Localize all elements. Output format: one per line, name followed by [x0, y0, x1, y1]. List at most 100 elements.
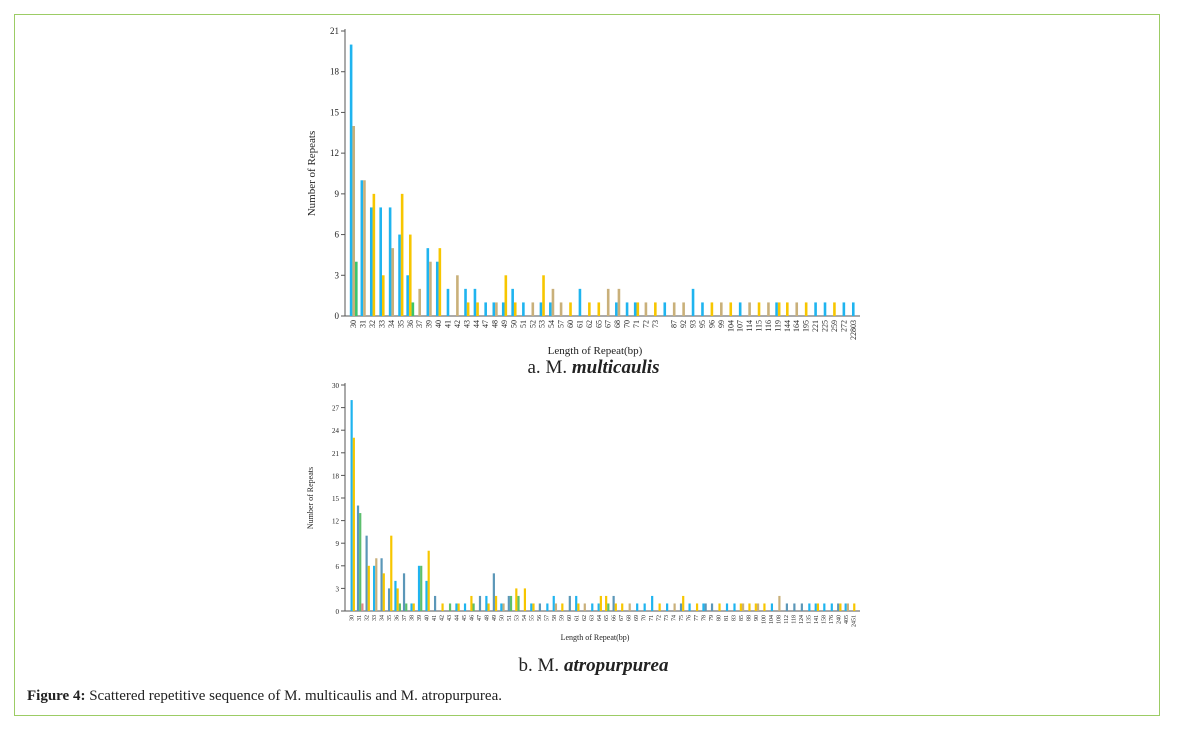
bar-tan [628, 603, 631, 611]
x-tick-label: 74 [672, 615, 678, 621]
bar-steel-blue [710, 603, 714, 611]
x-tick-label: 38 [410, 615, 416, 621]
bar-yellow [504, 275, 508, 316]
bar-tan [583, 603, 586, 611]
y-tick-label: 30 [332, 382, 340, 390]
bar-yellow [487, 603, 490, 611]
bar-blue [633, 302, 637, 316]
x-tick-label: 44 [472, 320, 481, 328]
bar-yellow [390, 535, 393, 611]
bar-blue [500, 603, 503, 611]
bar-blue [446, 288, 450, 316]
bar-blue [425, 580, 428, 611]
bar-blue [651, 595, 654, 611]
x-tick-label: 77 [694, 615, 700, 621]
bar-blue [575, 595, 578, 611]
x-tick-label: 259 [830, 320, 839, 332]
x-tick-label: 67 [604, 320, 613, 328]
x-tick-label: 272 [839, 320, 848, 332]
caption-a-panel: a. [527, 357, 541, 378]
bar-blue [511, 288, 514, 316]
x-tick-label: 61 [574, 615, 580, 621]
x-tick-label: 119 [773, 320, 782, 332]
bar-blue [473, 288, 477, 316]
x-tick-label: 104 [769, 615, 775, 624]
x-tick-label: 59 [559, 615, 565, 621]
bar-tan [778, 595, 781, 611]
bar-blue [701, 302, 704, 316]
bar-tan [795, 302, 799, 316]
y-tick-label: 15 [330, 107, 340, 117]
x-tick-label: 57 [544, 615, 550, 621]
bar-blue [349, 44, 353, 316]
bar-yellow [597, 302, 601, 316]
bar-tan [352, 126, 356, 316]
x-tick-label: 47 [477, 615, 483, 621]
x-tick-label: 85 [739, 615, 745, 621]
x-tick-label: 43 [462, 320, 471, 328]
x-tick-label: 35 [396, 320, 405, 328]
x-tick-label: 53 [514, 615, 520, 621]
bar-blue [851, 302, 855, 316]
bar-steel-blue [356, 505, 360, 611]
x-tick-label: 45 [462, 615, 468, 621]
bar-yellow [682, 595, 685, 611]
x-tick-label: 54 [522, 615, 528, 621]
x-tick-label: 60 [567, 615, 573, 621]
bar-steel-blue [679, 603, 683, 611]
bar-tan [363, 180, 366, 316]
x-tick-label: 87 [670, 320, 679, 328]
bar-yellow [367, 565, 370, 611]
bar-tan [748, 302, 751, 316]
bar-tan [554, 603, 558, 611]
bar-yellow [599, 595, 602, 611]
bar-tan [418, 288, 421, 316]
bar-yellow [839, 603, 842, 611]
x-tick-label: 34 [387, 320, 396, 328]
bar-yellow [710, 302, 714, 316]
y-tick-label: 18 [332, 472, 340, 480]
y-tick-label: 15 [332, 495, 340, 503]
x-tick-label: 83 [731, 615, 737, 621]
bar-steel-blue [704, 603, 707, 611]
bar-green [359, 513, 362, 611]
bar-tan [672, 302, 676, 316]
bar-yellow [621, 603, 624, 611]
bar-yellow [372, 193, 376, 316]
bar-yellow [804, 302, 808, 316]
x-tick-label: 30 [349, 320, 358, 328]
bar-tan [375, 558, 378, 611]
bar-green [398, 603, 401, 611]
bar-yellow [438, 248, 442, 316]
x-tick-label: 48 [484, 615, 490, 621]
x-tick-label: 114 [745, 320, 754, 332]
bar-yellow [614, 603, 617, 611]
bar-yellow [561, 603, 564, 611]
bar-steel-blue [402, 573, 406, 611]
x-tick-label: 95 [698, 320, 707, 328]
bar-blue [552, 595, 555, 611]
bar-blue [492, 302, 496, 316]
x-tick-label: 63 [589, 615, 595, 621]
x-tick-label: 36 [395, 615, 401, 621]
figure-frame [14, 14, 1160, 716]
bar-blue [702, 603, 705, 611]
bar-steel-blue [478, 595, 482, 611]
bar-blue [464, 288, 467, 316]
x-tick-label: 176 [829, 615, 835, 624]
x-tick-label: 70 [623, 320, 632, 328]
x-tick-label: 64 [597, 615, 603, 621]
bar-blue [578, 288, 582, 316]
bar-pink [361, 603, 364, 611]
bar-yellow [577, 603, 580, 611]
bar-steel-blue [793, 603, 796, 611]
bar-yellow [523, 588, 527, 611]
bar-yellow [654, 302, 657, 316]
x-tick-label: 69 [634, 615, 640, 621]
bar-blue [369, 207, 373, 316]
bar-blue [663, 302, 667, 316]
x-tick-label: 41 [443, 320, 452, 328]
x-tick-label: 2451 [851, 615, 857, 627]
figure-caption: Figure 4: Scattered repetitive sequence … [27, 688, 502, 705]
bar-blue [546, 603, 549, 611]
